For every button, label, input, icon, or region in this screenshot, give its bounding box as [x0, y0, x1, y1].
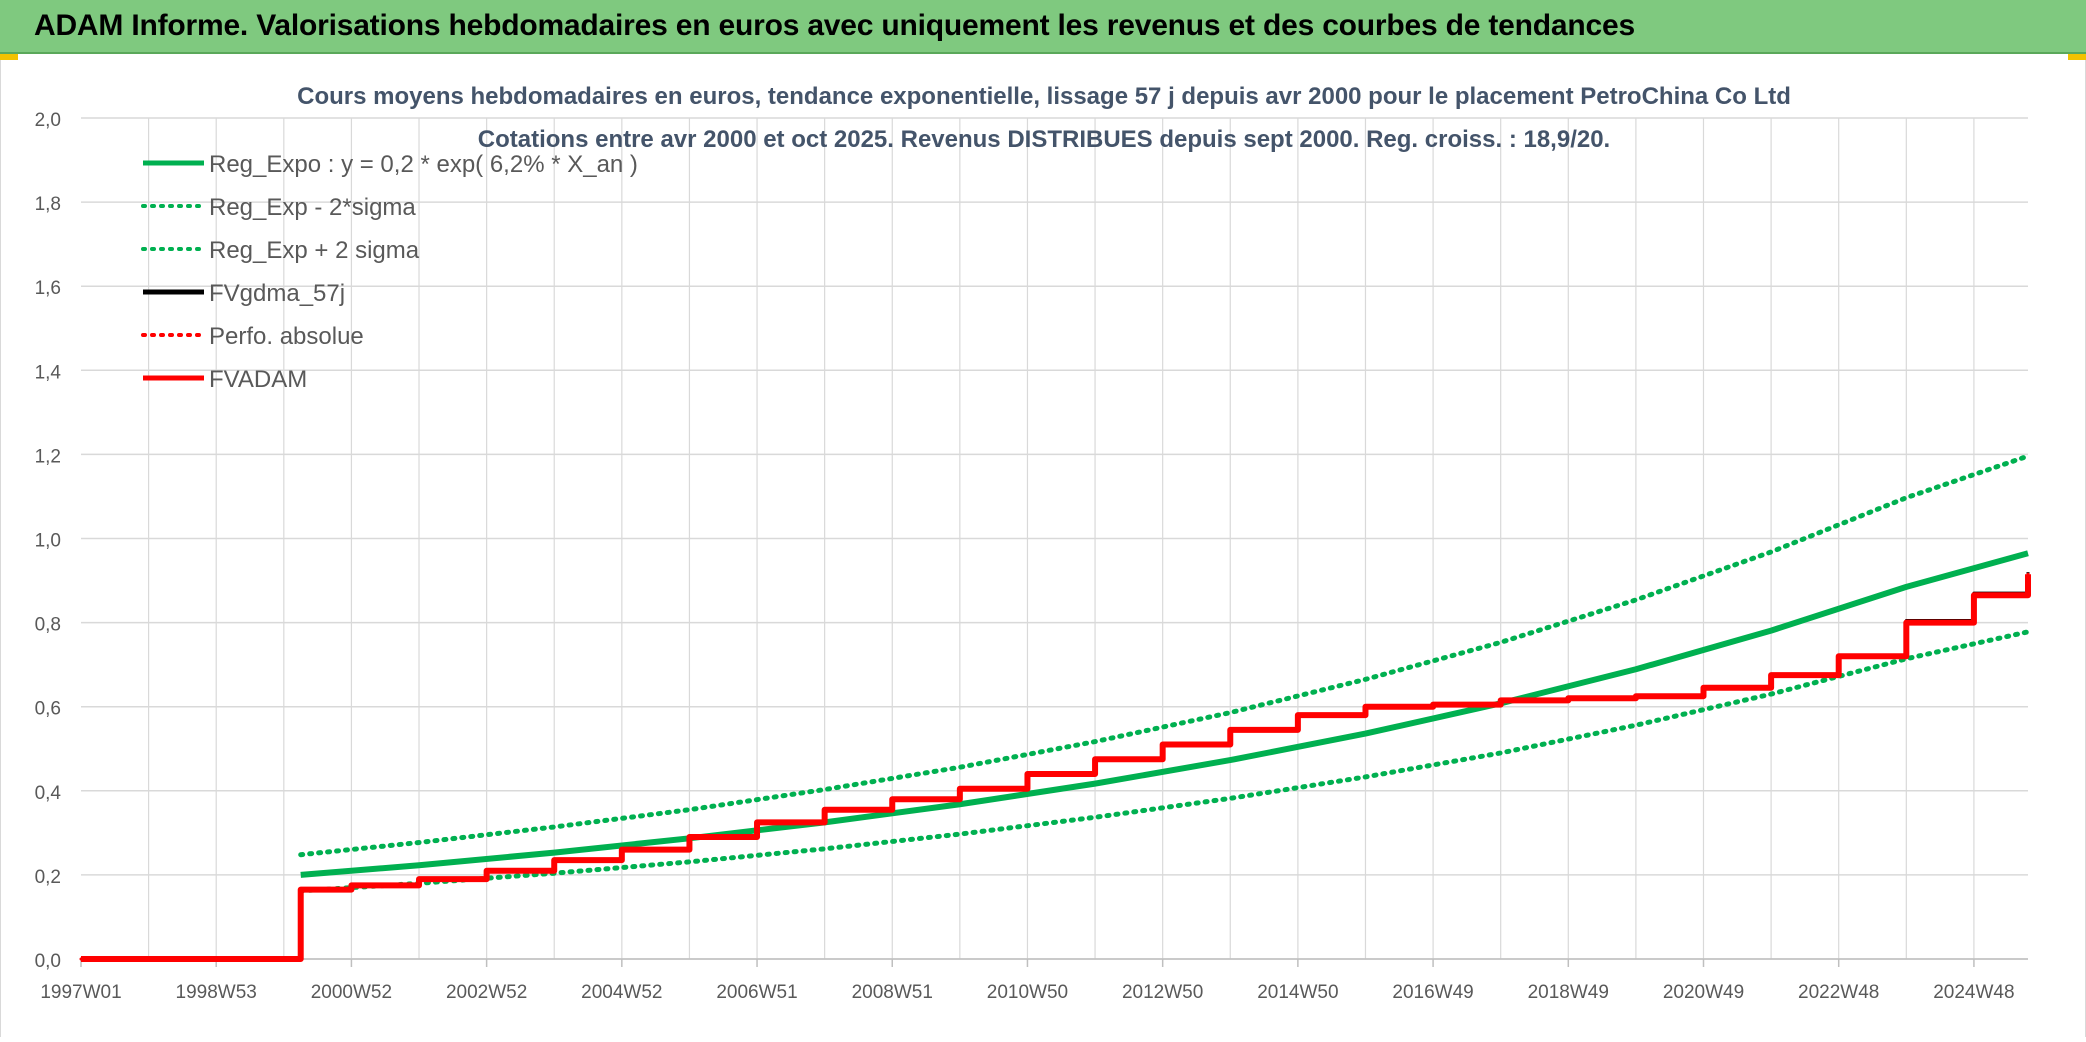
x-tick-label: 2004W52: [581, 982, 662, 1003]
legend-label-4: FVgdma_57j: [209, 280, 345, 307]
chart-area: 0,0 0,2 0,4 0,6 0,8 1,0 1,2 1,4 1,6 1,8 2,0 1997W01…: [0, 60, 2086, 1037]
series-layer: [79, 453, 2031, 962]
series-line-3: [298, 453, 2031, 858]
x-tick-label: 2010W50: [987, 982, 1068, 1003]
series-line-2: [298, 629, 2031, 894]
x-tick-label: 1998W53: [176, 982, 257, 1003]
series-line-1: [300, 550, 2029, 878]
y-tick-label: 1,8: [35, 194, 61, 215]
x-tick-label: 2014W50: [1257, 982, 1338, 1003]
corner-marker-left: [0, 54, 18, 60]
y-tick-label: 0,2: [35, 867, 61, 888]
x-tick-label: 2006W51: [716, 982, 797, 1003]
y-tick-label: 1,2: [35, 446, 61, 467]
x-tick-label: 2008W51: [852, 982, 933, 1003]
corner-marker-right: [2068, 54, 2086, 60]
y-tick-label: 1,4: [35, 362, 62, 383]
line-chart: 0,0 0,2 0,4 0,6 0,8 1,0 1,2 1,4 1,6 1,8 2,0 1997W01…: [35, 83, 2031, 1003]
chart-title-line-2: Cotations entre avr 2000 et oct 2025. Re…: [478, 126, 1610, 153]
y-tick-label: 1,0: [35, 531, 61, 552]
series-line-5: [79, 572, 2030, 961]
legend-label-3: Reg_Exp + 2 sigma: [209, 237, 420, 264]
legend-label-6: FVADAM: [209, 366, 307, 393]
x-tick-label: 2022W48: [1798, 982, 1879, 1003]
x-tick-label: 2016W49: [1392, 982, 1473, 1003]
header-banner: ADAM Informe. Valorisations hebdomadaire…: [0, 0, 2086, 54]
x-tick-label: 2002W52: [446, 982, 527, 1003]
legend-label-5: Perfo. absolue: [209, 323, 364, 350]
report-title: ADAM Informe. Valorisations hebdomadaire…: [34, 9, 1635, 42]
y-tick-label: 0,0: [35, 951, 61, 972]
y-tick-label: 2,0: [35, 110, 61, 131]
y-tick-label: 0,8: [35, 615, 61, 636]
chart-legend: Reg_Expo : y = 0,2 * exp( 6,2% * X_an ) R…: [141, 151, 638, 393]
series-line-6: [81, 574, 2031, 962]
chart-title-line-1: Cours moyens hebdomadaires en euros, ten…: [297, 83, 1791, 110]
grid-layer: [81, 117, 2028, 960]
legend-label-1: Reg_Expo : y = 0,2 * exp( 6,2% * X_an ): [209, 151, 638, 178]
x-tick-label: 2012W50: [1122, 982, 1203, 1003]
axis-layer: 0,0 0,2 0,4 0,6 0,8 1,0 1,2 1,4 1,6 1,8 2,0 1997W01…: [35, 110, 2028, 1003]
x-tick-label: 2024W48: [1933, 982, 2014, 1003]
x-tick-label: 2000W52: [311, 982, 392, 1003]
x-tick-label: 2018W49: [1528, 982, 1609, 1003]
y-tick-label: 1,6: [35, 278, 61, 299]
legend-label-2: Reg_Exp - 2*sigma: [209, 194, 416, 221]
series-line-4: [81, 572, 2030, 961]
y-tick-label: 0,6: [35, 699, 61, 720]
x-tick-label: 2020W49: [1663, 982, 1744, 1003]
x-tick-label: 1997W01: [40, 982, 121, 1003]
y-tick-label: 0,4: [35, 783, 62, 804]
